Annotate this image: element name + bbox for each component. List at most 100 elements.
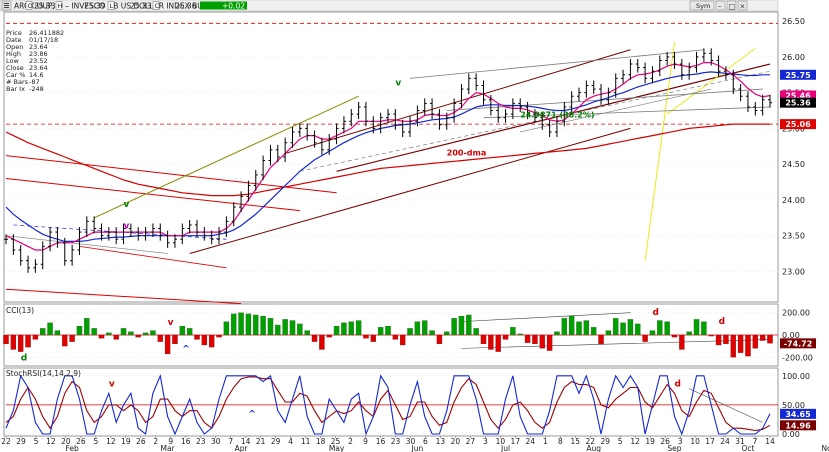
cci-bar <box>436 334 443 345</box>
close-button[interactable] <box>737 0 748 11</box>
info-label-high: High <box>6 50 21 58</box>
price-bar <box>525 101 530 120</box>
price-annotation: 24.9871 (38.2%) <box>520 111 594 120</box>
price-tag-box <box>780 97 816 108</box>
price-bar <box>4 234 8 245</box>
price-bar <box>760 94 765 116</box>
xaxis-day-label: 23 <box>196 437 206 446</box>
cci-bar <box>186 328 193 336</box>
info-value-low: 23.52 <box>29 57 48 65</box>
xaxis-day-label: 3 <box>678 437 683 446</box>
title-bar <box>0 0 779 12</box>
price-bar <box>400 119 405 137</box>
price-bar <box>114 227 119 245</box>
cci-bar <box>194 334 200 340</box>
price-bar <box>459 84 464 109</box>
price-annotation: v <box>124 222 130 232</box>
xaxis-day-label: 5 <box>618 437 623 446</box>
cci-bar <box>671 334 678 338</box>
cci-bar <box>157 334 163 342</box>
xaxis-day-label: 5 <box>93 437 98 446</box>
zoom-button[interactable] <box>689 0 715 11</box>
cci-bar <box>363 334 369 339</box>
cci-bar <box>282 319 288 336</box>
price-bar <box>349 109 354 127</box>
cci-bar <box>598 334 604 345</box>
price-bar <box>672 51 677 70</box>
cci-bar <box>693 319 700 336</box>
xaxis-day-label: 3 <box>483 437 488 446</box>
stoch-panel[interactable] <box>3 367 779 437</box>
cci-bar <box>414 321 421 336</box>
price-bar <box>422 98 427 116</box>
stoch-tag: 34.65 <box>780 408 816 419</box>
cci-axis-tick: -200.00 <box>782 353 813 362</box>
cci-bar <box>348 321 354 336</box>
price-bar <box>180 223 185 245</box>
trendline <box>483 106 771 119</box>
info-label-close: Close <box>6 64 24 72</box>
minimize-button[interactable] <box>715 0 726 11</box>
cci-tag-text: -74.72 <box>784 339 813 348</box>
price-tag: 25.75 <box>780 69 816 80</box>
stoch-tag-box <box>780 408 816 419</box>
price-bar <box>143 227 148 241</box>
price-bar <box>187 219 192 234</box>
cci-bar <box>370 334 377 342</box>
info-label-low: Low <box>6 57 19 65</box>
window-controls: Sym – □ × <box>689 0 748 11</box>
xaxis-day-label: 2 <box>153 437 158 446</box>
price-bar <box>606 87 611 105</box>
cci-bar <box>657 320 663 336</box>
xaxis-day-label: 7 <box>228 437 233 446</box>
cci-bar <box>767 334 773 344</box>
price-panel[interactable] <box>3 11 779 303</box>
cci-bar <box>47 322 53 336</box>
cci-bar <box>679 334 685 350</box>
chart-menu-icon[interactable] <box>1 0 12 11</box>
xaxis-day-label: 27 <box>466 437 476 446</box>
price-bar <box>195 219 199 238</box>
cci-bar <box>84 318 90 336</box>
cci-bar <box>539 334 545 349</box>
cci-bar <box>377 327 384 336</box>
info-label-bars: # Bars <box>6 78 29 86</box>
trendline <box>79 245 227 269</box>
cci-panel-label: CCI(13) <box>6 306 34 315</box>
xaxis-day-label: 22 <box>585 437 595 446</box>
ohlc-close-value: 25.36 <box>175 2 197 11</box>
price-bar <box>158 223 163 241</box>
cci-bar <box>723 334 729 345</box>
price-annotation: v <box>395 79 401 89</box>
stoch-tag-text: 34.65 <box>785 410 811 419</box>
price-tag-text: 25.75 <box>785 71 811 80</box>
ohlc-low-key: L <box>110 2 114 10</box>
ohlc-low-value: 25.33 <box>130 2 152 11</box>
cci-bar <box>649 330 656 336</box>
cci-axis-tick: 0.00 <box>782 331 800 340</box>
cci-bar <box>54 330 61 336</box>
xaxis-day-label: 30 <box>406 437 416 446</box>
price-bar <box>635 59 640 73</box>
zoom-label: Sym <box>696 2 710 10</box>
price-bar <box>62 237 67 266</box>
cci-bar <box>179 325 186 336</box>
price-bar <box>305 123 310 141</box>
xaxis-day-label: 2 <box>348 437 353 446</box>
price-bar <box>547 119 552 137</box>
price-bar <box>40 241 45 270</box>
cci-bar <box>245 313 252 336</box>
chart-title: ARCX:UUP, D – INVESCO DB US DOLLAR INDEX… <box>14 2 213 11</box>
cci-bar <box>304 330 310 336</box>
price-bar <box>261 155 266 180</box>
stoch-fast-line <box>5 373 771 436</box>
trendline <box>409 49 704 79</box>
price-bar <box>591 80 596 95</box>
change-value: +0.02 <box>222 2 245 11</box>
cci-bar <box>275 324 281 336</box>
price-bar <box>70 244 75 266</box>
cci-bar <box>561 318 568 336</box>
price-bar <box>283 137 288 163</box>
restore-button[interactable] <box>726 0 737 11</box>
